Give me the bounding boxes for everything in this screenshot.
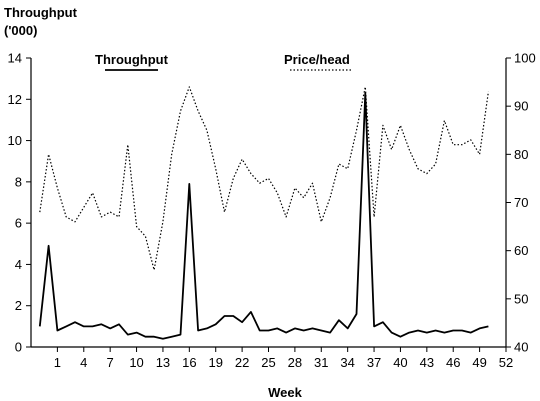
y-left-tick-label: 2 xyxy=(15,298,22,313)
y-left-tick: 8 xyxy=(15,174,31,189)
y-left-tick: 12 xyxy=(8,92,31,107)
x-tick-label: 1 xyxy=(54,355,61,370)
y-right-tick-label: 90 xyxy=(514,99,528,114)
y-right-tick-label: 40 xyxy=(514,340,528,355)
price-head-line xyxy=(39,86,489,271)
y-right-tick: 70 xyxy=(506,195,528,210)
x-tick-label: 34 xyxy=(340,355,354,370)
x-tick: 52 xyxy=(499,347,513,370)
y-left-tick-label: 14 xyxy=(8,51,22,66)
x-tick: 25 xyxy=(261,347,276,370)
x-tick-label: 13 xyxy=(156,355,170,370)
x-tick: 1 xyxy=(54,347,61,370)
x-tick: 28 xyxy=(288,347,302,370)
y-left-tick: 6 xyxy=(15,216,31,231)
x-tick-label: 4 xyxy=(80,355,87,370)
y-left-tick-label: 12 xyxy=(8,92,22,107)
y-left-tick: 14 xyxy=(8,51,31,66)
y-left-tick: 0 xyxy=(15,340,31,355)
y-left-tick-label: 6 xyxy=(15,216,22,231)
y-left-label-line1: Throughput xyxy=(4,5,78,20)
y-right-tick-label: 80 xyxy=(514,147,528,162)
y-right-tick-label: 60 xyxy=(514,243,528,258)
x-tick: 22 xyxy=(235,347,249,370)
x-tick-label: 49 xyxy=(472,355,486,370)
x-tick: 13 xyxy=(156,347,170,370)
x-tick: 31 xyxy=(314,347,329,370)
y-left-tick-label: 10 xyxy=(8,133,22,148)
x-tick: 7 xyxy=(107,347,114,370)
x-tick-label: 43 xyxy=(420,355,434,370)
x-tick-label: 40 xyxy=(393,355,407,370)
y-right-tick: 50 xyxy=(506,291,528,306)
series xyxy=(38,86,489,340)
y-right-tick: 40 xyxy=(506,340,528,355)
axes xyxy=(30,58,507,348)
y-right-tick: 80 xyxy=(506,147,528,162)
x-tick: 46 xyxy=(446,347,460,370)
x-tick: 34 xyxy=(340,347,355,370)
x-tick: 40 xyxy=(393,347,408,370)
legend-label-throughput: Throughput xyxy=(95,52,169,67)
x-tick: 37 xyxy=(367,347,381,370)
x-tick-label: 46 xyxy=(446,355,460,370)
x-tick-label: 31 xyxy=(314,355,328,370)
ticks: 1 4 7 10 13 16 19 22 25 28 31 34 37 40 43 46 49 520246810… xyxy=(8,51,536,371)
x-tick: 16 xyxy=(182,347,197,370)
y-right-tick-label: 70 xyxy=(514,195,528,210)
x-tick: 43 xyxy=(420,347,434,370)
y-right-tick: 90 xyxy=(506,99,528,114)
legend: Throughput Price/head xyxy=(95,52,352,71)
y-left-tick: 10 xyxy=(8,133,31,148)
x-tick-label: 16 xyxy=(182,355,196,370)
x-tick-label: 25 xyxy=(261,355,275,370)
y-right-tick-label: 100 xyxy=(514,51,536,66)
y-right-tick: 60 xyxy=(506,243,528,258)
y-left-tick-label: 0 xyxy=(15,340,22,355)
y-left-tick: 2 xyxy=(15,298,31,313)
x-tick-label: 28 xyxy=(288,355,302,370)
legend-label-price-head: Price/head xyxy=(284,52,350,67)
x-tick: 4 xyxy=(80,347,87,370)
x-axis-label: Week xyxy=(268,385,302,400)
x-tick-label: 37 xyxy=(367,355,381,370)
throughput-line xyxy=(38,92,489,340)
x-tick-label: 22 xyxy=(235,355,249,370)
x-tick: 10 xyxy=(129,347,144,370)
x-tick-label: 19 xyxy=(208,355,222,370)
x-tick-label: 7 xyxy=(107,355,114,370)
x-tick-label: 52 xyxy=(499,355,513,370)
x-tick: 49 xyxy=(472,347,487,370)
y-right-tick-label: 50 xyxy=(514,291,528,306)
y-right-tick: 100 xyxy=(506,51,536,66)
y-left-tick-label: 4 xyxy=(15,257,22,272)
y-left-tick: 4 xyxy=(15,257,31,272)
x-tick-label: 10 xyxy=(129,355,143,370)
x-tick: 19 xyxy=(208,347,223,370)
y-left-label-line2: ('000) xyxy=(4,23,37,38)
y-left-tick-label: 8 xyxy=(15,174,22,189)
